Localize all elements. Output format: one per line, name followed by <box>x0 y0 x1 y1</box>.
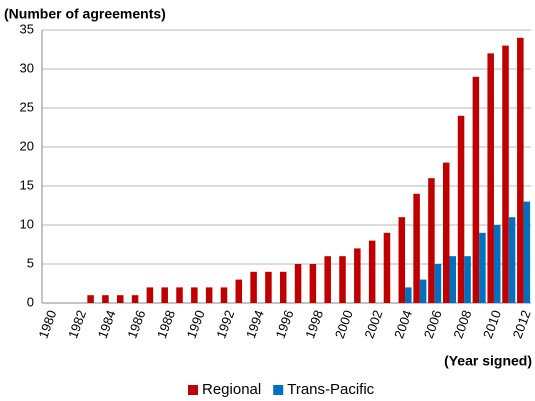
legend-label: Regional <box>202 381 261 398</box>
bar <box>87 295 94 303</box>
bar <box>176 287 183 303</box>
x-tick-label: 2010 <box>480 308 504 340</box>
bar <box>517 37 524 304</box>
bar <box>191 287 198 303</box>
legend-swatch <box>188 385 198 395</box>
y-tick-label: 20 <box>20 138 34 153</box>
bar <box>449 256 457 303</box>
bar <box>413 193 420 303</box>
bar <box>294 264 302 303</box>
bar <box>428 178 435 303</box>
x-tick-label: 2004 <box>391 308 415 340</box>
y-tick-label: 35 <box>20 21 34 36</box>
bar <box>502 45 509 303</box>
bar <box>464 256 471 303</box>
bar <box>250 271 257 303</box>
bar <box>419 279 427 303</box>
bar <box>472 76 480 303</box>
bar <box>102 295 109 303</box>
y-tick-label: 5 <box>27 255 34 270</box>
x-axis-title: (Year signed) <box>444 353 532 369</box>
x-tick-label: 1998 <box>302 308 326 340</box>
bar <box>354 248 361 303</box>
x-tick-label: 1988 <box>154 308 178 340</box>
x-tick-label: 2000 <box>332 308 356 340</box>
bar <box>279 271 287 303</box>
y-tick-label: 30 <box>20 60 34 75</box>
bar <box>161 287 168 303</box>
x-tick-label: 1992 <box>213 308 237 340</box>
bar <box>493 225 501 303</box>
bar <box>116 295 124 303</box>
bar <box>398 217 406 303</box>
bar <box>220 287 228 303</box>
y-tick-label: 0 <box>27 294 34 309</box>
x-tick-label: 2012 <box>510 308 534 340</box>
x-tick-label: 2002 <box>361 308 385 340</box>
bar <box>265 271 272 303</box>
x-tick-label: 1990 <box>184 308 208 340</box>
x-tick-label: 1994 <box>243 308 267 340</box>
legend-label: Trans-Pacific <box>287 381 374 398</box>
x-tick-label: 2008 <box>450 308 474 340</box>
x-tick-label: 1984 <box>95 308 119 340</box>
legend-swatch <box>273 385 284 395</box>
bar <box>479 232 486 303</box>
bar <box>368 240 376 303</box>
bar <box>508 217 516 303</box>
x-tick-label: 1986 <box>124 308 148 340</box>
x-tick-label: 1996 <box>273 308 297 340</box>
y-axis-title: (Number of agreements) <box>4 6 166 22</box>
y-tick-label: 25 <box>20 99 34 114</box>
bar <box>434 264 442 303</box>
bar <box>405 287 412 303</box>
bar <box>457 115 465 303</box>
x-tick-label: 2006 <box>421 308 445 340</box>
bar <box>131 295 139 303</box>
bar <box>324 256 331 303</box>
bar <box>309 264 317 303</box>
bar <box>205 287 213 303</box>
bar <box>146 287 154 303</box>
bar <box>487 53 494 304</box>
y-tick-label: 15 <box>20 177 34 192</box>
bar <box>235 279 243 303</box>
bar <box>339 256 346 303</box>
x-tick-label: 1980 <box>35 308 59 340</box>
y-tick-label: 10 <box>20 216 34 231</box>
x-tick-label: 1982 <box>65 308 89 340</box>
bar <box>523 201 531 303</box>
bar <box>442 162 450 303</box>
bar <box>383 232 391 303</box>
